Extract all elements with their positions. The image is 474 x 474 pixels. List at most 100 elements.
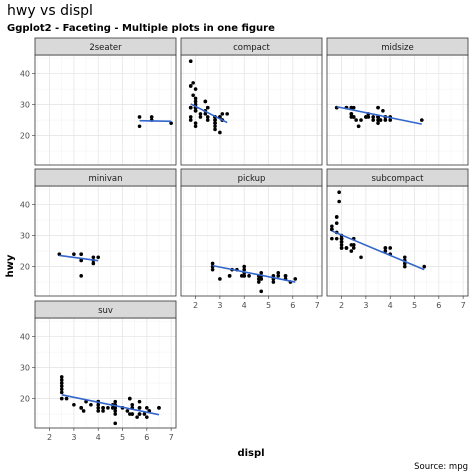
data-point <box>135 415 139 419</box>
data-point <box>205 105 210 110</box>
data-point <box>59 387 64 392</box>
fit-line <box>212 264 296 283</box>
data-point <box>402 255 407 260</box>
panel-background <box>35 55 176 165</box>
fit-line <box>61 394 160 416</box>
facet-panel-minivan: minivan 20 30 40 <box>20 168 177 297</box>
data-point <box>293 277 298 281</box>
y-tick-label: 40 <box>20 201 30 210</box>
data-point <box>339 236 344 241</box>
data-point <box>137 124 142 129</box>
panel-background <box>35 186 176 296</box>
data-point <box>91 255 96 260</box>
x-tick-label: 4 <box>96 433 101 442</box>
data-point <box>359 255 363 260</box>
x-tick-label: 2 <box>47 433 52 442</box>
x-tick-label: 4 <box>388 301 393 310</box>
x-tick-label: 3 <box>217 301 222 310</box>
y-tick-label: 30 <box>20 232 30 241</box>
data-point <box>351 115 356 119</box>
data-point <box>218 277 222 281</box>
fit-line <box>190 103 228 124</box>
data-point <box>339 243 344 247</box>
strip-label: midsize <box>381 43 414 53</box>
data-point <box>218 130 222 135</box>
data-point <box>59 381 64 385</box>
data-point <box>388 118 393 122</box>
data-point <box>188 115 193 119</box>
data-point <box>402 264 407 269</box>
data-point <box>242 264 247 269</box>
y-tick-label: 30 <box>20 364 30 373</box>
x-axis-title: displ <box>237 448 264 459</box>
fit-line <box>139 119 172 123</box>
strip-background <box>326 168 469 187</box>
data-point <box>259 277 264 281</box>
data-point <box>422 264 427 269</box>
facet-panel-compact: compact <box>180 37 323 166</box>
x-tick-label: 7 <box>461 301 466 310</box>
data-point <box>242 274 247 278</box>
y-tick-label: 20 <box>20 132 30 141</box>
x-tick-label: 3 <box>71 433 76 442</box>
data-point <box>388 246 393 250</box>
data-point <box>79 258 83 263</box>
strip-background <box>34 37 177 56</box>
data-point <box>383 246 388 250</box>
data-point <box>213 127 217 132</box>
strip-background <box>180 37 323 56</box>
data-point <box>259 270 264 275</box>
data-point <box>89 402 93 407</box>
data-point <box>205 115 210 119</box>
facet-panel-pickup: pickup 2 3 4 5 6 7 <box>180 168 323 310</box>
data-point <box>344 246 349 250</box>
data-point <box>188 105 193 110</box>
data-point <box>72 252 76 256</box>
data-point <box>96 406 101 410</box>
fit-line <box>59 254 99 262</box>
data-point <box>101 406 105 410</box>
data-point <box>337 190 341 194</box>
data-point <box>210 261 215 266</box>
data-point <box>96 409 101 413</box>
fit-line <box>331 230 425 271</box>
y-tick-label: 20 <box>20 395 30 404</box>
data-point <box>128 396 132 401</box>
data-point <box>101 409 105 413</box>
data-point <box>213 121 217 125</box>
data-point <box>339 246 344 250</box>
strip-background <box>326 37 469 56</box>
data-point <box>81 409 86 413</box>
data-point <box>125 409 130 413</box>
x-tick-label: 3 <box>363 301 368 310</box>
x-tick-label: 6 <box>290 301 295 310</box>
data-point <box>276 274 281 278</box>
data-point <box>198 115 203 119</box>
chart-title: hwy vs displ <box>7 3 93 19</box>
y-tick-label: 20 <box>20 263 30 272</box>
data-point <box>276 270 281 275</box>
data-point <box>247 274 251 278</box>
data-point <box>113 409 118 413</box>
data-point <box>213 118 217 122</box>
data-point <box>334 236 339 241</box>
data-point <box>210 267 215 272</box>
data-point <box>330 224 334 229</box>
data-point <box>203 99 208 104</box>
y-tick-label: 40 <box>20 333 30 342</box>
data-point <box>334 221 339 225</box>
data-point <box>383 249 388 253</box>
data-point <box>227 274 232 278</box>
data-point <box>349 249 354 253</box>
strip-label: suv <box>98 306 113 316</box>
data-point <box>381 108 385 113</box>
facet-panels: 2seater 20 30 40 compact midsize minivan 20 30 40… <box>20 37 469 442</box>
data-point <box>193 121 198 125</box>
data-point <box>149 115 154 119</box>
data-point <box>130 412 135 416</box>
x-tick-label: 4 <box>242 301 247 310</box>
facet-panel-2seater: 2seater 20 30 40 <box>20 37 177 166</box>
data-point <box>371 118 375 122</box>
data-point <box>79 274 83 278</box>
